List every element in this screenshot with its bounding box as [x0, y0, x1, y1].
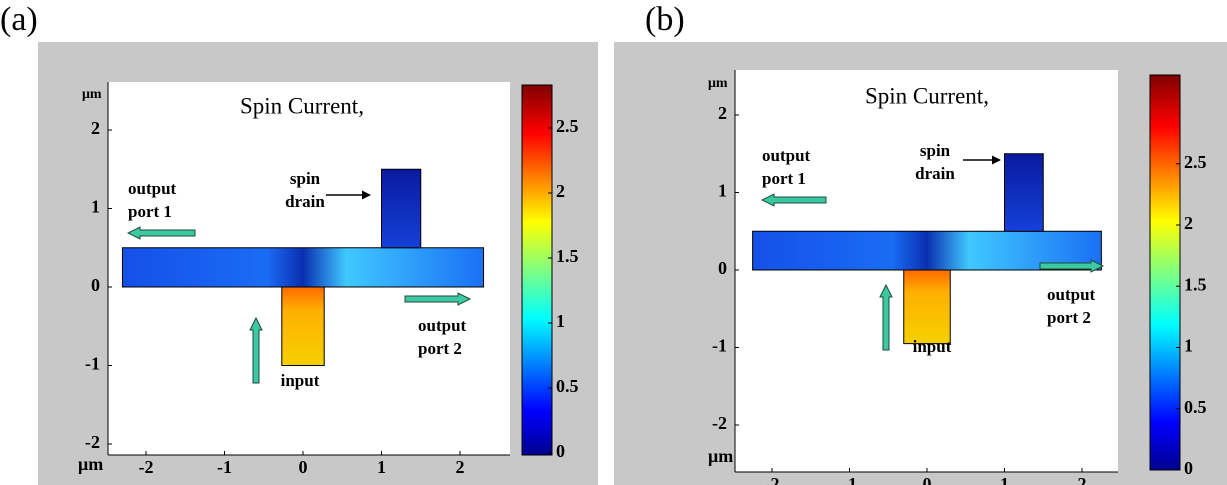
y-tick-label: 2 — [718, 103, 727, 123]
x-tick-label: 2 — [456, 457, 465, 477]
y-tick-label: 1 — [91, 197, 100, 217]
y-tick-label: 0 — [91, 275, 100, 295]
panel-label: (b) — [645, 1, 685, 38]
annotation: output — [418, 316, 467, 335]
x-tick-label: 1 — [377, 457, 386, 477]
annotation: port 1 — [128, 202, 172, 221]
flow-arrow — [126, 226, 196, 240]
x-tick-label: 0 — [299, 457, 308, 477]
annotation: port 2 — [418, 339, 462, 358]
colorbar-tick-label: 1 — [1184, 336, 1193, 356]
colorbar — [1149, 74, 1181, 471]
colorbar-tick-label: 0.5 — [556, 376, 579, 396]
colorbar-tick-label: 1 — [556, 311, 565, 331]
colorbar — [521, 84, 553, 456]
colorbar-tick-label: 0 — [1184, 458, 1193, 478]
colorbar-tick-label: 2 — [1184, 213, 1193, 233]
y-tick-label: -2 — [712, 413, 727, 433]
annotation: spin — [290, 169, 321, 188]
axis-unit: μm — [82, 87, 102, 102]
flow-arrow — [249, 316, 263, 384]
axis-unit: μm — [708, 76, 728, 91]
device-bar — [121, 247, 485, 288]
colorbar-tick-label: 0.5 — [1184, 397, 1207, 417]
annotation: output — [762, 146, 811, 165]
panel-label: (a) — [0, 1, 38, 38]
flow-arrow — [404, 292, 472, 306]
x-tick-label: -1 — [842, 474, 857, 485]
spin-drain — [1004, 153, 1044, 232]
x-tick-label: 1 — [1000, 474, 1009, 485]
flow-arrow — [1039, 259, 1105, 273]
annotation: input — [913, 337, 952, 356]
x-tick-label: -2 — [765, 474, 780, 485]
y-tick-label: -1 — [712, 336, 727, 356]
annotation: output — [128, 179, 177, 198]
y-tick-label: 0 — [718, 258, 727, 278]
colorbar-tick-label: 2.5 — [1184, 152, 1207, 172]
x-tick-label: -2 — [139, 457, 154, 477]
x-tick-label: 0 — [923, 474, 932, 485]
y-tick-label: -1 — [85, 354, 100, 374]
spin-drain — [381, 168, 422, 249]
input-stem — [281, 286, 325, 366]
x-tick-label: -1 — [217, 457, 232, 477]
axis-unit: μm — [78, 454, 103, 474]
annotation: spin — [920, 141, 951, 160]
colorbar-tick-label: 1.5 — [556, 246, 579, 266]
annotation: drain — [285, 192, 325, 211]
colorbar-tick-label: 2 — [556, 181, 565, 201]
input-stem — [903, 269, 951, 345]
x-tick-label: 2 — [1078, 474, 1087, 485]
y-tick-label: -2 — [85, 432, 100, 452]
y-tick-label: 2 — [91, 118, 100, 138]
annotation: port 2 — [1047, 308, 1091, 327]
axis-unit: μm — [708, 446, 733, 466]
plot-title: Spin Current, — [865, 83, 989, 108]
annotation: output — [1047, 285, 1096, 304]
flow-arrow — [879, 283, 893, 351]
plot-title: Spin Current, — [240, 93, 364, 118]
annotation: drain — [915, 164, 955, 183]
colorbar-tick-label: 0 — [556, 441, 565, 461]
colorbar-tick-label: 2.5 — [556, 116, 579, 136]
flow-arrow — [760, 193, 827, 207]
colorbar-tick-label: 1.5 — [1184, 274, 1207, 294]
annotation: port 1 — [762, 169, 806, 188]
annotation: input — [281, 371, 320, 390]
y-tick-label: 1 — [718, 181, 727, 201]
